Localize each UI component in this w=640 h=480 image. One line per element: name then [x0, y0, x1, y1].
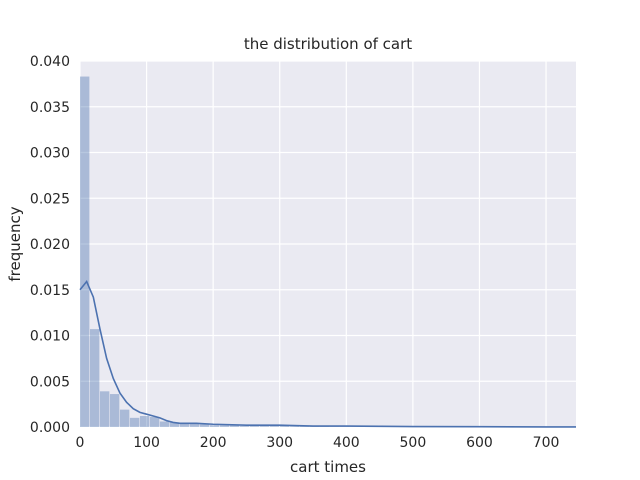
histogram-bar	[199, 424, 210, 427]
x-tick-label: 200	[200, 435, 227, 451]
grid	[79, 60, 576, 428]
x-tick-label: 700	[533, 435, 560, 451]
x-tick-label: 0	[76, 435, 85, 451]
x-tick-label: 300	[266, 435, 293, 451]
histogram-bar	[89, 329, 100, 427]
histogram-bar	[259, 426, 270, 427]
y-tick-label: 0.000	[30, 420, 70, 436]
x-tick-labels: 0 100 200 300 400 500 600 700	[76, 435, 560, 451]
y-tick-label: 0.015	[30, 283, 70, 299]
histogram-bar	[179, 423, 190, 427]
y-tick-label: 0.020	[30, 237, 70, 253]
x-axis-label: cart times	[290, 458, 366, 476]
y-tick-label: 0.025	[30, 191, 70, 207]
histogram-bar	[229, 425, 240, 427]
histogram-bar	[269, 426, 280, 427]
y-tick-label: 0.010	[30, 329, 70, 345]
histogram-bar	[239, 426, 250, 427]
histogram-bar	[139, 416, 150, 427]
histogram-bar	[119, 409, 130, 427]
histogram-bar	[219, 425, 230, 427]
x-tick-label: 600	[466, 435, 493, 451]
histogram-bar	[159, 421, 170, 427]
x-tick-label: 500	[400, 435, 427, 451]
y-axis-label: frequency	[6, 206, 24, 281]
histogram-bar	[99, 391, 110, 427]
x-tick-label: 400	[333, 435, 360, 451]
histogram-bar	[279, 426, 290, 427]
histogram-bars	[80, 76, 379, 428]
histogram-bar	[149, 416, 160, 427]
histogram-bar	[189, 423, 200, 427]
y-tick-labels: 0.000 0.005 0.010 0.015 0.020 0.025 0.030 0.035…	[30, 54, 70, 436]
histogram-bar	[169, 422, 180, 427]
histogram-bar	[80, 76, 90, 428]
y-tick-label: 0.030	[30, 146, 70, 162]
x-tick-label: 100	[133, 435, 160, 451]
y-tick-label: 0.035	[30, 100, 70, 116]
histogram-bar	[249, 426, 260, 427]
histogram-bar	[129, 417, 140, 427]
histogram-bar	[109, 394, 120, 427]
y-tick-label: 0.005	[30, 374, 70, 390]
y-tick-label: 0.040	[30, 54, 70, 70]
chart-title: the distribution of cart	[244, 35, 412, 53]
kde-line	[79, 279, 576, 428]
histogram-bar	[209, 425, 220, 427]
